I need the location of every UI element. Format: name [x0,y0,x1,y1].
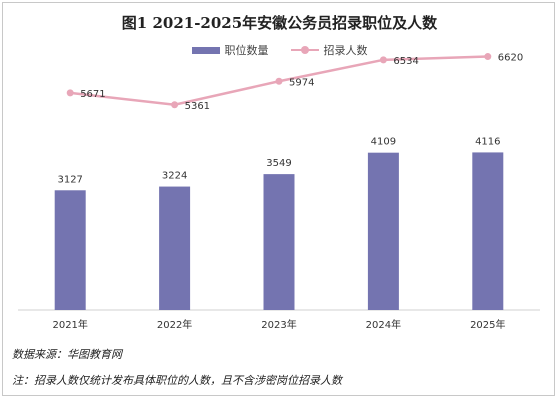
bar-value-label: 4109 [371,137,396,148]
bar [54,190,86,310]
bar [367,152,399,310]
line-value-label: 6534 [393,56,418,67]
bar-value-label: 3549 [266,158,291,169]
line-value-label: 5361 [185,101,210,112]
x-tick-label: 2025年 [470,318,505,331]
x-tick-label: 2021年 [52,318,87,331]
line-value-label: 5974 [289,77,314,88]
bar-value-label: 3224 [162,171,187,182]
legend-item-bar: 职位数量 [191,42,269,58]
line-point [275,77,283,85]
line-value-label: 5671 [80,89,105,100]
line-point [171,101,179,109]
x-tick-label: 2022年 [157,318,192,331]
legend-label-line: 招录人数 [323,44,368,57]
bar [472,152,504,310]
chart-legend: 职位数量 招录人数 [0,42,559,58]
legend-line-swatch [290,46,319,54]
bar [263,174,295,310]
line-point [66,89,74,97]
legend-label-bar: 职位数量 [224,44,269,57]
x-tick-label: 2024年 [366,318,401,331]
legend-item-line: 招录人数 [290,42,368,58]
line-value-label: 6620 [498,53,523,64]
bar [159,186,191,310]
footnote: 注：招录人数仅统计发布具体职位的人数，且不含涉密岗位招录人数 [12,374,342,387]
chart-title: 图1 2021-2025年安徽公务员招录职位及人数 [121,14,438,32]
line-point [379,56,387,64]
x-tick-label: 2023年 [261,318,296,331]
legend-bar-swatch [191,46,220,54]
source-note: 数据来源：华图教育网 [12,348,122,361]
bar-value-label: 3127 [57,174,82,185]
bar-value-label: 4116 [475,136,500,147]
line-point [484,53,492,61]
